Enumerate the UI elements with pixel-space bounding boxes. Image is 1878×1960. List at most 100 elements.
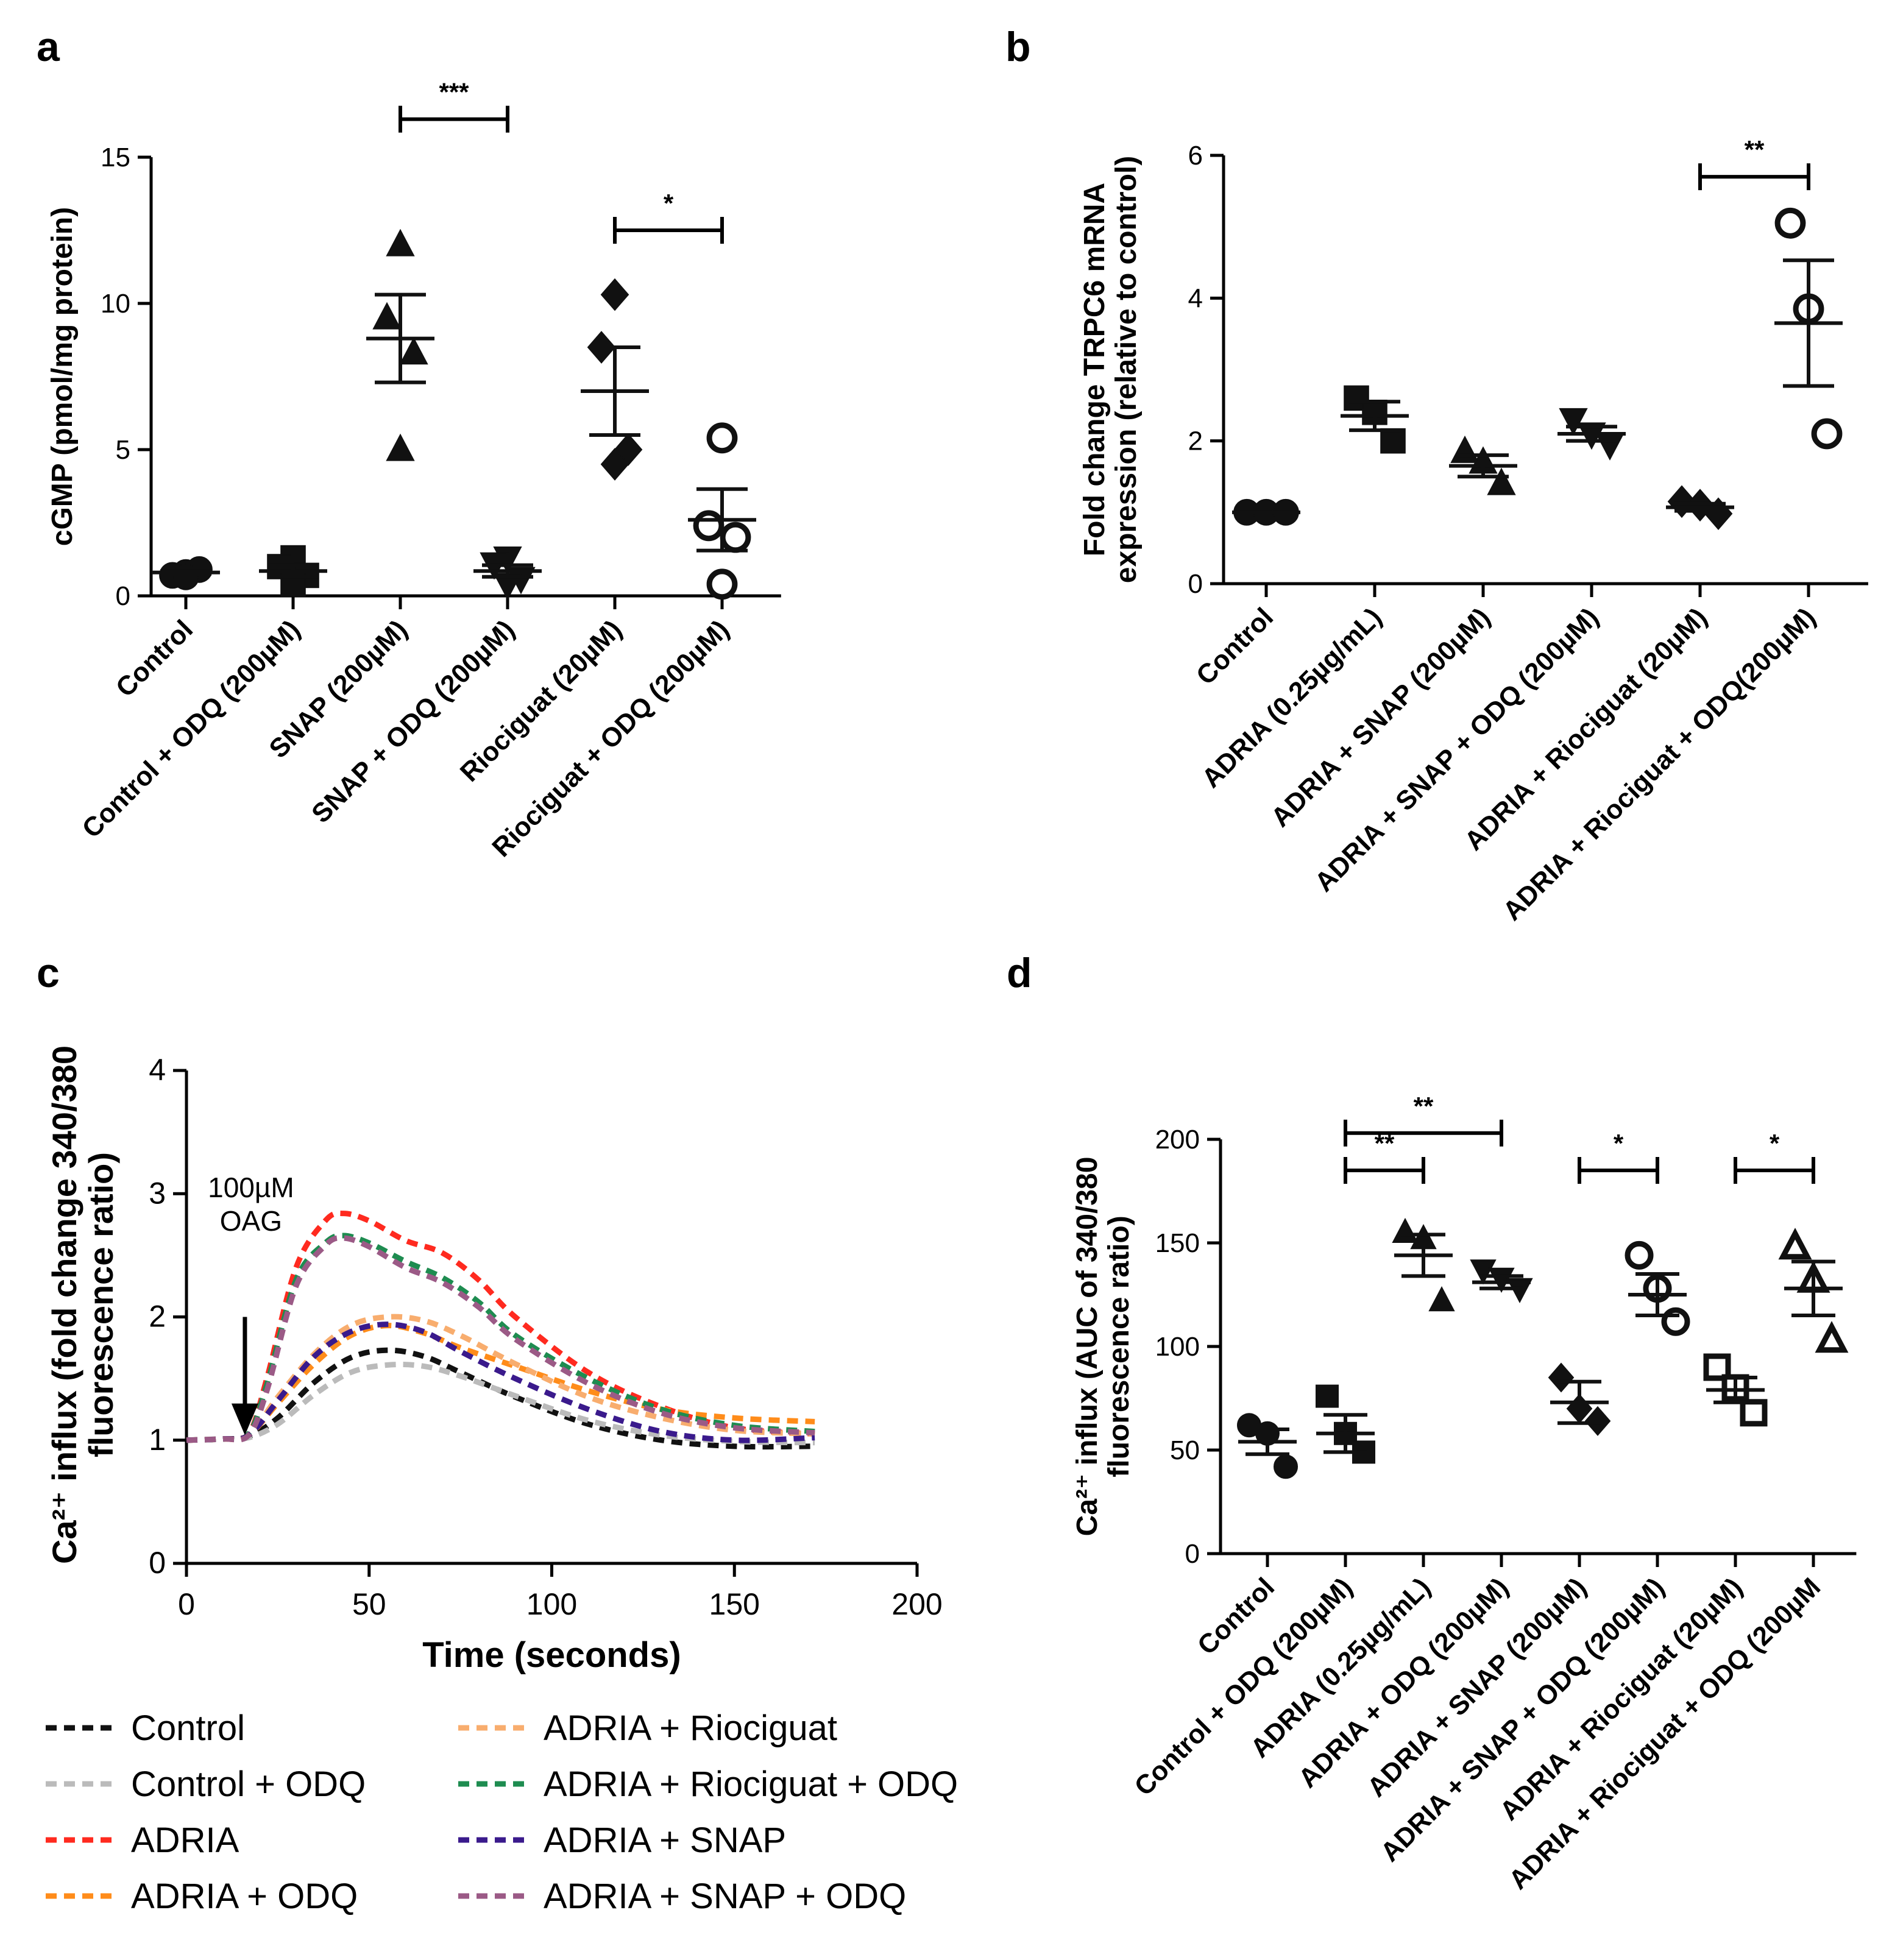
series-line: [186, 1314, 815, 1443]
group-3: [1557, 408, 1626, 461]
data-point: [1595, 433, 1625, 461]
group-0: [1237, 1413, 1298, 1479]
y-tick-label: 50: [1170, 1435, 1200, 1465]
series-line: [186, 1235, 815, 1443]
data-point: [399, 337, 428, 365]
group-7: [1778, 1228, 1849, 1353]
data-point: [386, 228, 415, 256]
y-axis-title: expression (relative to control): [1110, 156, 1143, 584]
group-2: [1392, 1217, 1455, 1312]
data-point: [1487, 467, 1516, 495]
data-point: [1392, 1217, 1419, 1243]
y-axis-title: cGMP (pmol/mg protein): [46, 207, 79, 546]
x-tick-label: 200: [891, 1587, 942, 1621]
group-5: [688, 422, 756, 600]
group-3: [1470, 1259, 1533, 1303]
significance-label: *: [1770, 1129, 1780, 1158]
data-point: [1470, 1259, 1497, 1285]
data-point: [600, 278, 629, 311]
significance-bracket: *: [1578, 1129, 1659, 1184]
x-category-label: ADRIA + SNAP + ODQ (200µM): [1375, 1572, 1670, 1867]
y-tick-label: 4: [1188, 283, 1203, 313]
legend-item: Control: [46, 1708, 245, 1748]
data-point: [1548, 1362, 1575, 1393]
data-point: [1380, 428, 1406, 454]
panel-a: a 0 5 10 15 cGMP (pmol/mg protein) ControlCont…: [37, 24, 781, 863]
y-tick-label: 200: [1155, 1125, 1200, 1155]
significance-label: **: [1414, 1092, 1434, 1120]
series-line: [186, 1347, 815, 1450]
significance-bracket: ***: [399, 78, 509, 133]
group-4: [581, 278, 649, 481]
x-category-label: Control: [1191, 602, 1279, 690]
x-category-label: ADRIA + SNAP (200µM): [1266, 602, 1496, 832]
y-tick-label: 150: [1155, 1228, 1200, 1258]
group-3: [473, 547, 542, 601]
legend-label: ADRIA: [131, 1820, 239, 1860]
significance-bracket: *: [613, 189, 724, 244]
x-category-label: SNAP + ODQ (200µM): [306, 614, 520, 829]
significance-label: ***: [439, 78, 469, 107]
significance-label: **: [1745, 135, 1765, 164]
significance-label: *: [664, 189, 674, 218]
significance-bracket: *: [1734, 1129, 1815, 1184]
legend-item: ADRIA + Riociguat + ODQ: [458, 1764, 958, 1804]
significance-bracket: **: [1344, 1129, 1425, 1184]
significance-bracket: **: [1698, 135, 1810, 191]
panel-letter: a: [37, 24, 60, 70]
data-point: [1274, 1454, 1298, 1479]
x-tick-label: 150: [709, 1587, 760, 1621]
x-category-label: ADRIA (0.25µg/mL): [1196, 602, 1387, 793]
group-2: [366, 228, 434, 461]
y-tick-label: 2: [149, 1300, 166, 1334]
data-point: [1778, 1228, 1812, 1260]
data-point: [1559, 408, 1588, 436]
group-1: [1316, 1384, 1375, 1464]
data-point: [1316, 1384, 1339, 1408]
group-0: [1232, 498, 1300, 526]
group-1: [1341, 385, 1409, 454]
y-axis-title: Fold change TRPC6 mRNA: [1079, 183, 1111, 556]
panel-d: d 0 50 100 150 200 Ca²⁺ influx (AUC of 340/380…: [1007, 950, 1857, 1895]
y-tick-label: 100: [1155, 1332, 1200, 1362]
panel-letter: c: [37, 950, 60, 996]
data-point: [720, 522, 751, 553]
significance-label: *: [1614, 1129, 1624, 1158]
group-1: [259, 545, 327, 597]
group-2: [1449, 435, 1517, 495]
data-point: [1811, 418, 1843, 450]
legend-label: ADRIA + SNAP: [544, 1820, 786, 1860]
data-point: [1740, 1399, 1768, 1427]
y-tick-label: 6: [1188, 141, 1203, 171]
legend-label: Control + ODQ: [131, 1764, 366, 1804]
y-tick-label: 3: [149, 1176, 166, 1210]
data-point: [706, 422, 738, 454]
data-point: [1450, 435, 1479, 463]
y-tick-label: 0: [1188, 569, 1203, 599]
data-point: [1584, 1406, 1611, 1436]
x-category-label: Control: [110, 614, 199, 702]
y-axis-title: Ca²⁺ influx (fold change 340/380: [45, 1045, 83, 1564]
data-point: [600, 448, 629, 481]
x-tick-label: 0: [178, 1587, 195, 1621]
x-tick-label: 50: [352, 1587, 386, 1621]
data-point: [1774, 207, 1806, 239]
legend-item: Control + ODQ: [46, 1764, 366, 1804]
y-tick-label: 0: [116, 581, 130, 611]
panel-c: c 0 1 2 3 4 0 50 100 150 200 Time (seconds) Ca²⁺ inf…: [37, 950, 958, 1916]
legend-label: ADRIA + SNAP + ODQ: [544, 1877, 906, 1916]
y-tick-label: 5: [116, 435, 130, 465]
significance-bracket: **: [1344, 1092, 1503, 1147]
data-point: [1815, 1321, 1849, 1353]
group-0: [152, 556, 220, 590]
panel-b: b 0 2 4 6 Fold change TRPC6 mRNA expression (r…: [1005, 24, 1868, 926]
annotation-label: 100µM: [208, 1172, 294, 1203]
data-point: [693, 510, 725, 542]
annotation-label: OAG: [220, 1205, 282, 1237]
y-tick-label: 1: [149, 1423, 166, 1457]
legend-label: ADRIA + ODQ: [131, 1877, 358, 1916]
data-point: [1661, 1307, 1690, 1336]
legend-label: ADRIA + Riociguat + ODQ: [544, 1764, 958, 1804]
legend-item: ADRIA + SNAP + ODQ: [458, 1877, 906, 1916]
